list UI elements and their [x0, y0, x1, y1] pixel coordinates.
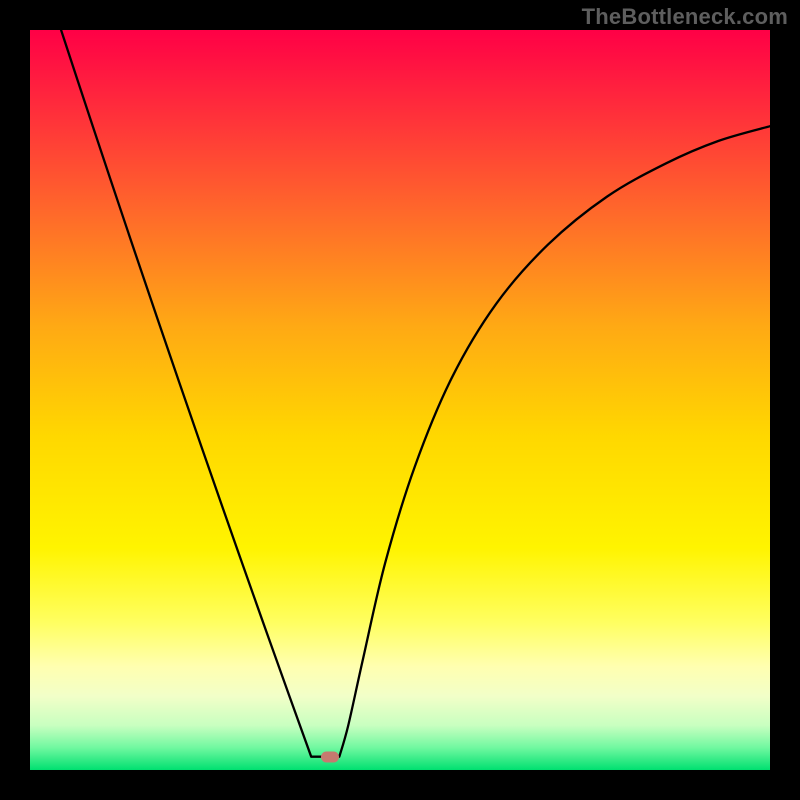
watermark-text: TheBottleneck.com — [582, 4, 788, 30]
bottleneck-curve — [61, 30, 770, 757]
chart-frame: TheBottleneck.com — [0, 0, 800, 800]
optimal-marker — [321, 751, 339, 762]
curve-layer — [30, 30, 770, 770]
plot-area — [30, 30, 770, 770]
